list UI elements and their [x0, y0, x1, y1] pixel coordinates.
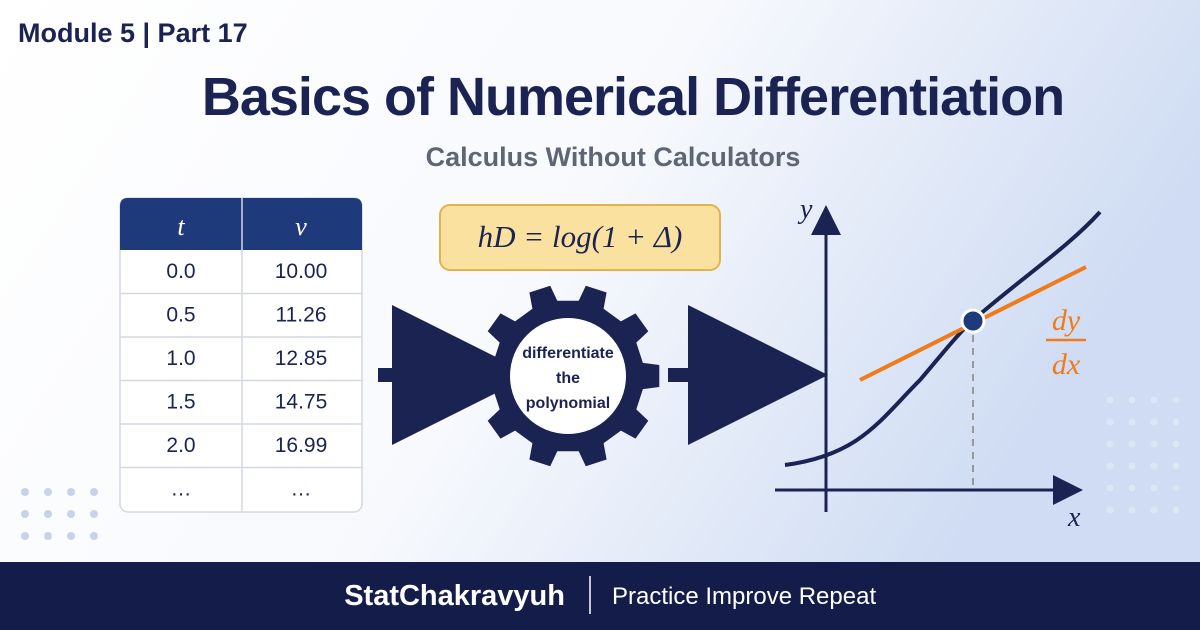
dot [1172, 440, 1180, 448]
dot [67, 532, 75, 540]
dot [1128, 462, 1136, 470]
dot [1150, 506, 1158, 514]
table-header-cell: v [295, 212, 307, 241]
dot [1172, 506, 1180, 514]
dot [1106, 506, 1114, 514]
dot [1172, 462, 1180, 470]
dot [44, 510, 52, 518]
slope-numerator: dy [1052, 304, 1081, 337]
table-cell: 0.0 [166, 260, 195, 283]
table-cell: 16.99 [275, 434, 328, 457]
table-cell: 14.75 [275, 391, 328, 414]
table-cell: 10.00 [275, 260, 328, 283]
brand: StatChakravyuh [344, 580, 565, 612]
data-table: t v 0.0 10.00 0.5 11.26 1.0 12.85 1.5 14.75 2.0 16.… [119, 197, 363, 513]
table-rows: t v 0.0 10.00 0.5 11.26 1.0 12.85 1.5 14.75 2.0 16.… [120, 212, 362, 501]
dot [21, 532, 29, 540]
dot [90, 488, 98, 496]
table-header-cell: t [177, 212, 185, 241]
title: Basics of Numerical Differentiation [202, 67, 1064, 127]
y-axis-label: y [797, 194, 813, 225]
dot [1150, 484, 1158, 492]
dot [44, 532, 52, 540]
footer [0, 562, 1200, 630]
table-cell: 1.5 [166, 391, 195, 414]
subtitle: Calculus Without Calculators [426, 142, 801, 172]
gear-center [510, 318, 626, 434]
dot [1150, 396, 1158, 404]
gear-label: the [556, 370, 580, 387]
table-cell: 2.0 [166, 434, 195, 457]
formula: hD = log(1 + Δ) [478, 219, 683, 254]
graph: y x dy dx [775, 194, 1102, 533]
table-cell: … [291, 478, 312, 501]
dot [44, 488, 52, 496]
table-header [120, 198, 362, 250]
table-cell: 0.5 [166, 304, 195, 327]
dot [1128, 418, 1136, 426]
dot [1172, 418, 1180, 426]
dot [1106, 440, 1114, 448]
kicker: Module 5 | Part 17 [18, 18, 248, 48]
dot [1150, 418, 1158, 426]
dot [67, 510, 75, 518]
dot [1106, 484, 1114, 492]
dot [1128, 484, 1136, 492]
gear-label: polynomial [526, 395, 610, 412]
dot [1106, 462, 1114, 470]
dot [90, 510, 98, 518]
table-cell: 11.26 [276, 304, 327, 327]
dot [1128, 506, 1136, 514]
point [960, 308, 986, 334]
table-cell: 1.0 [166, 347, 195, 370]
tagline: Practice Improve Repeat [612, 583, 876, 610]
dot [1172, 484, 1180, 492]
dot [1128, 396, 1136, 404]
dot [1106, 396, 1114, 404]
slope-denominator: dx [1052, 348, 1081, 381]
dot [21, 488, 29, 496]
dot [1106, 418, 1114, 426]
formula-box [439, 204, 721, 271]
table-cell: 12.85 [275, 347, 328, 370]
table-cell: … [171, 478, 192, 501]
dot [90, 532, 98, 540]
gear-label: differentiate [522, 345, 614, 362]
dot [1150, 462, 1158, 470]
dot [67, 488, 75, 496]
dot [1172, 396, 1180, 404]
x-axis-label: x [1067, 502, 1081, 533]
dot [1150, 440, 1158, 448]
curve [784, 210, 1102, 467]
decor-dots [21, 396, 1180, 540]
dot [1128, 440, 1136, 448]
dot [21, 510, 29, 518]
